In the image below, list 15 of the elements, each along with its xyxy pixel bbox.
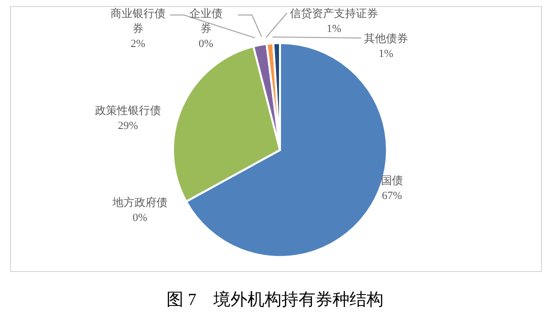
- data-label: 2%: [130, 38, 146, 50]
- data-label: 67%: [382, 190, 402, 202]
- legend-label: 企业债券: [190, 7, 222, 35]
- data-label: 1%: [326, 23, 342, 35]
- data-label: 1%: [378, 48, 394, 60]
- data-label: 29%: [118, 120, 138, 132]
- slice-label: 国债: [381, 175, 403, 187]
- slice-label: 商业银行债券: [110, 7, 166, 35]
- slice-label: 信贷资产支持证券: [290, 7, 378, 20]
- slice-label: 政策性银行债: [95, 105, 161, 117]
- text: 0%: [132, 212, 148, 224]
- slice-label: 其他债券: [364, 32, 408, 45]
- category-label: 地方政府债: [112, 197, 168, 209]
- text: 0%: [198, 38, 214, 50]
- text: 图 7 境外机构持有券种结构: [166, 289, 384, 311]
